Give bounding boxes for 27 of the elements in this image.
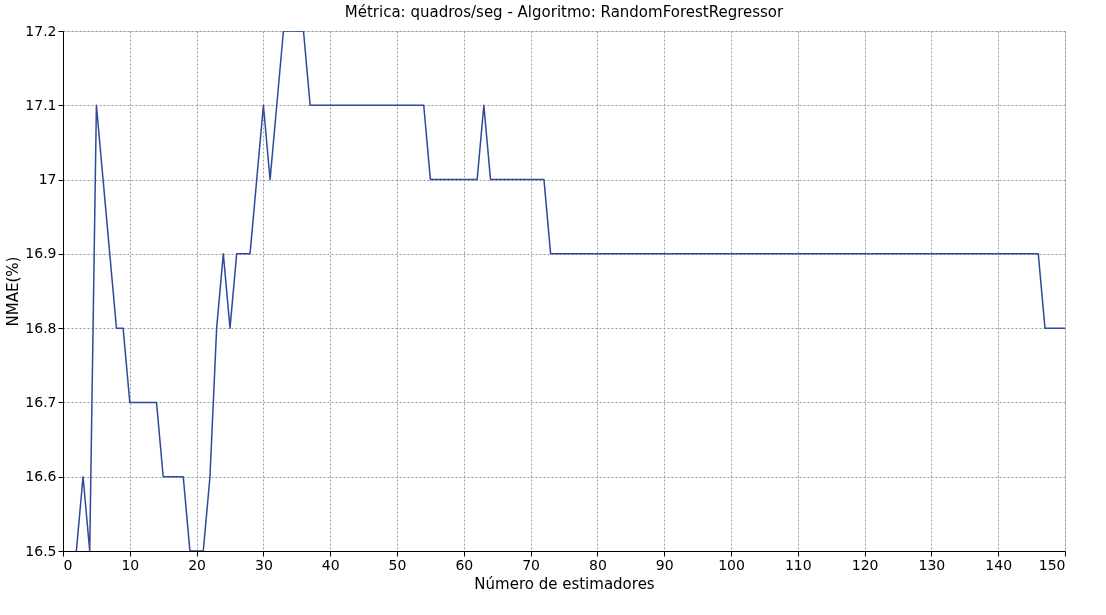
y-tick-label: 16.5 (25, 542, 57, 559)
x-tick-label: 40 (321, 556, 340, 573)
x-tick-label: 130 (918, 556, 946, 573)
y-tick-label: 16.8 (25, 319, 57, 336)
x-tick-label: 110 (784, 556, 812, 573)
x-tick-label: 140 (985, 556, 1013, 573)
y-tick-label: 17.2 (25, 22, 57, 39)
x-tick-label: 120 (851, 556, 879, 573)
y-tick-label: 17.1 (25, 96, 57, 113)
x-tick-label: 20 (188, 556, 207, 573)
x-tick-label: 70 (522, 556, 541, 573)
y-axis-title: NMAE(%) (4, 256, 23, 327)
x-tick-label: 30 (254, 556, 273, 573)
x-tick-label: 90 (655, 556, 674, 573)
x-axis-title: Número de estimadores (474, 574, 655, 593)
y-tick-label: 16.6 (25, 468, 57, 485)
x-tick-label: 150 (1038, 556, 1066, 573)
x-tick-label: 100 (718, 556, 745, 573)
x-tick-label: 60 (455, 556, 474, 573)
x-tick-label: 50 (388, 556, 407, 573)
y-tick-label: 16.9 (25, 245, 57, 262)
chart-title: Métrica: quadros/seg - Algoritmo: RandomForestRegressor (344, 3, 785, 21)
x-tick-label: 10 (121, 556, 140, 573)
x-tick-label: 80 (588, 556, 607, 573)
y-tick-label: 16.7 (25, 393, 57, 410)
y-tick-label: 17 (38, 171, 57, 188)
x-tick-label: 0 (63, 556, 73, 573)
